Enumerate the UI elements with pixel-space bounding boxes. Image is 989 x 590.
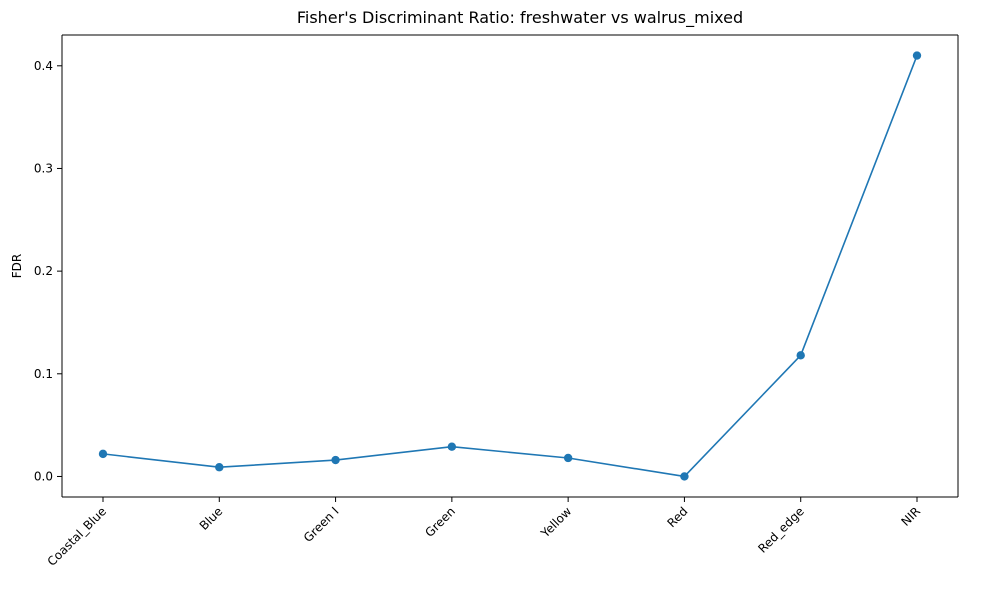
x-tick-label: Green [422,504,458,540]
y-tick-label: 0.2 [34,264,53,278]
data-point [215,463,224,472]
x-tick-label: Red [665,504,691,530]
data-point [563,453,573,463]
plot-area: 0.0 0.1 0.2 0.3 0.4 Coastal_Blue Blue Green I Gr… [34,34,959,569]
y-axis-label: FDR [10,254,24,278]
x-tick-label: Coastal_Blue [45,504,110,569]
y-tick-label: 0.3 [34,161,53,175]
data-point [331,455,340,465]
series-line [102,55,918,478]
y-tick-label: 0.4 [34,59,53,73]
y-tick-label: 0.1 [34,367,53,381]
x-tick-label: Red_edge [755,504,806,555]
x-tick-label: NIR [898,504,923,529]
data-point [447,442,457,451]
chart-title: Fisher's Discriminant Ratio: freshwater … [297,8,743,28]
x-tick-label: Yellow [538,504,575,541]
data-point [98,449,108,459]
data-point [680,472,689,481]
data-point [796,351,805,360]
x-tick-label: Green I [301,504,342,545]
y-tick-label: 0.0 [34,469,53,483]
data-point [912,51,922,60]
x-tick-label: Blue [197,504,226,533]
